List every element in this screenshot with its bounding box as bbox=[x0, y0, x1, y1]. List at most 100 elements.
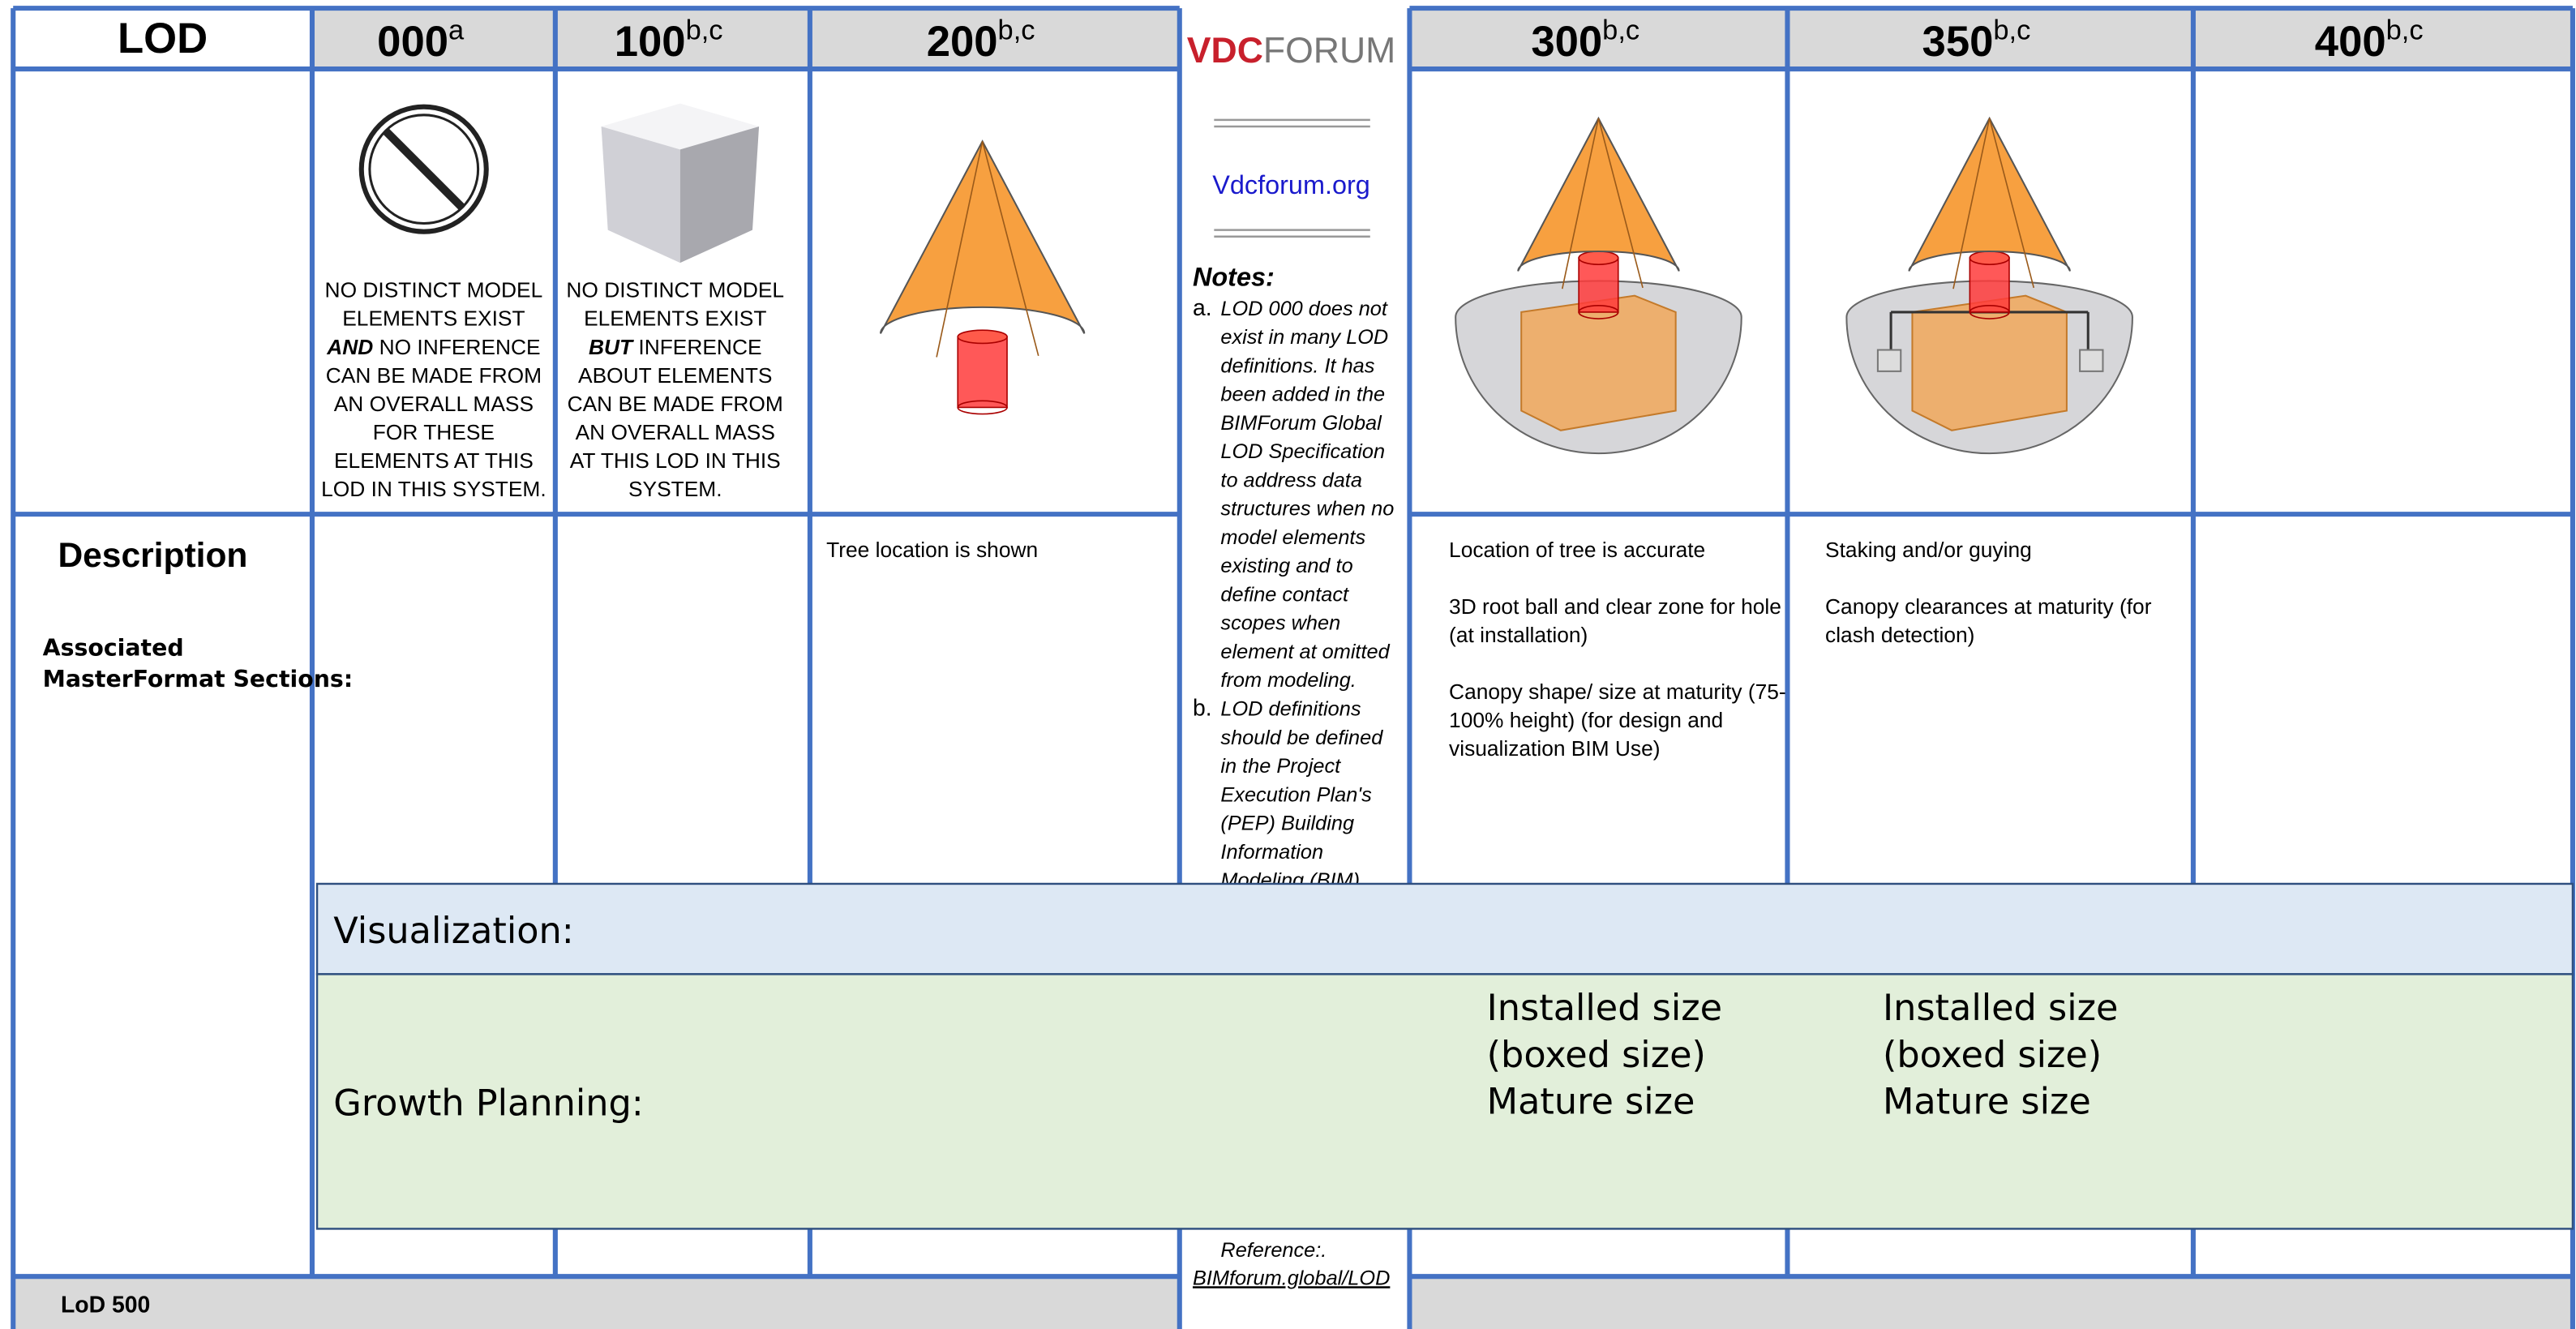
growth-item: Installed size bbox=[1487, 987, 1722, 1029]
reference-link[interactable]: BIMforum.global/LOD bbox=[1193, 1267, 1390, 1289]
note-line: to address data bbox=[1220, 469, 1362, 491]
note-line: from modeling. bbox=[1220, 669, 1356, 692]
root-ball bbox=[1520, 294, 1677, 431]
note-marker: a. bbox=[1193, 295, 1212, 321]
note-line: LOD Specification bbox=[1220, 440, 1385, 463]
description-line: Canopy shape/ size at maturity (75- bbox=[1449, 680, 1786, 704]
note-line: LOD 000 does not bbox=[1220, 298, 1387, 320]
captions: NO DISTINCT MODEL ELEMENTS EXIST AND NO IN… bbox=[321, 278, 784, 501]
description-line: 100% height) (for design and bbox=[1449, 708, 1723, 732]
caption-line: ELEMENTS EXIST bbox=[342, 307, 525, 331]
header-sup: b,c bbox=[1993, 15, 2030, 46]
growth-lists: Installed size (boxed size) Mature size Ins… bbox=[1487, 987, 2119, 1122]
trunk-top bbox=[1578, 251, 1619, 265]
description-label: Description bbox=[58, 536, 247, 575]
description-line: Location of tree is accurate bbox=[1449, 538, 1705, 562]
trunk bbox=[1578, 257, 1619, 313]
trunk-bottom bbox=[1578, 305, 1619, 319]
header-label: 300 bbox=[1531, 18, 1602, 66]
header-sup: b,c bbox=[686, 15, 723, 46]
description-line: visualization BIM Use) bbox=[1449, 736, 1660, 761]
footer-cell bbox=[1409, 1276, 2573, 1329]
caption-emphasis: BUT bbox=[589, 335, 634, 359]
reference: Reference:. bbox=[1220, 1239, 1327, 1262]
header-label: 000 bbox=[377, 18, 448, 66]
description-line: clash detection) bbox=[1825, 623, 1974, 647]
description-line: 3D root ball and clear zone for hole bbox=[1449, 594, 1781, 619]
caption-emphasis: AND bbox=[326, 335, 373, 359]
caption-line: AT THIS LOD IN THIS bbox=[570, 448, 781, 473]
lod-header: LOD bbox=[118, 15, 208, 62]
caption-line: AN OVERALL MASS bbox=[334, 392, 534, 416]
header-label: 350 bbox=[1922, 18, 1994, 66]
canopy-edges bbox=[936, 141, 1039, 358]
column-header: 000a bbox=[377, 15, 465, 66]
caption-line: CAN BE MADE FROM bbox=[326, 363, 542, 388]
note-line: exist in many LOD bbox=[1220, 326, 1388, 349]
column-header: 100b,c bbox=[615, 15, 723, 66]
note-line: define contact bbox=[1220, 584, 1349, 607]
masterformat-label: Associated MasterFormat Sections: bbox=[43, 634, 353, 692]
note-line: BIMForum Global bbox=[1220, 412, 1382, 435]
logo-rules bbox=[1214, 118, 1370, 238]
canopy-edges bbox=[1952, 118, 2035, 289]
header-label: 100 bbox=[615, 18, 686, 66]
trunk-bottom bbox=[1969, 305, 2010, 319]
trunk-top bbox=[1969, 251, 2010, 265]
root-ball bbox=[1911, 294, 2068, 431]
caption-line: ELEMENTS AT THIS bbox=[334, 448, 534, 473]
note-line: scopes when bbox=[1220, 612, 1340, 635]
note-line: Information bbox=[1220, 841, 1323, 864]
description-line: Staking and/or guying bbox=[1825, 538, 2032, 562]
caption-line: ELEMENTS EXIST bbox=[584, 307, 766, 331]
note-line: in the Project bbox=[1220, 755, 1341, 778]
growth-box bbox=[315, 973, 2574, 1230]
caption-line: NO DISTINCT MODEL bbox=[566, 278, 784, 302]
note-line: should be defined bbox=[1220, 727, 1383, 749]
site-link[interactable]: Vdcforum.org bbox=[1212, 170, 1370, 199]
cube bbox=[601, 103, 760, 264]
canopy bbox=[880, 139, 1086, 334]
column-header: 200b,c bbox=[927, 15, 1035, 66]
column-headers: 000a 100b,c 200b,c 300b,c 350b,c 400b,c bbox=[377, 15, 2423, 66]
note-line: (PEP) Building bbox=[1220, 812, 1354, 835]
caption-text: INFERENCE bbox=[632, 335, 761, 359]
trunk-bottom bbox=[957, 400, 1008, 415]
description-line: Canopy clearances at maturity (for bbox=[1825, 594, 2152, 619]
canopy bbox=[1517, 116, 1680, 272]
column-header: 350b,c bbox=[1922, 15, 2031, 66]
no-symbol bbox=[358, 104, 489, 234]
descriptions: Tree location is shown Location of tree i… bbox=[826, 538, 2152, 761]
tree-models bbox=[880, 116, 2133, 455]
table-grid bbox=[11, 6, 2575, 1329]
trunk bbox=[957, 336, 1008, 409]
caption-line: NO DISTINCT MODEL bbox=[325, 278, 543, 302]
note-line: LOD definitions bbox=[1220, 698, 1361, 721]
header-sup: b,c bbox=[2386, 15, 2424, 46]
growth-item: Installed size bbox=[1883, 987, 2118, 1029]
caption-line: LOD IN THIS SYSTEM. bbox=[321, 477, 546, 501]
growth-item: (boxed size) bbox=[1487, 1034, 1706, 1076]
note-line: existing and to bbox=[1220, 555, 1352, 577]
caption-line: BUT INFERENCE bbox=[589, 335, 762, 359]
logo: VDCFORUM bbox=[1187, 31, 1395, 71]
header-cells bbox=[311, 8, 2573, 70]
stake-base bbox=[2079, 349, 2104, 372]
growth-label: Growth Planning: bbox=[333, 1082, 643, 1125]
caption-line: AND NO INFERENCE bbox=[326, 335, 540, 359]
column-header: 300b,c bbox=[1531, 15, 1639, 66]
notes: Notes: a. LOD 000 does not exist in many LO… bbox=[1193, 263, 1394, 892]
caption-line: CAN BE MADE FROM bbox=[568, 392, 783, 416]
visualization-label: Visualization: bbox=[333, 910, 574, 952]
logo-vdc: VDC bbox=[1187, 31, 1263, 71]
header-sup: a bbox=[448, 15, 465, 46]
visualization-box bbox=[315, 882, 2574, 975]
caption-line: SYSTEM. bbox=[628, 477, 722, 501]
header-sup: b,c bbox=[1602, 15, 1639, 46]
note-marker: b. bbox=[1193, 696, 1212, 722]
column-header: 400b,c bbox=[2315, 15, 2424, 66]
note-line: element at omitted bbox=[1220, 641, 1390, 663]
trunk-top bbox=[957, 329, 1008, 345]
notes-title: Notes: bbox=[1193, 263, 1275, 292]
growth-item: (boxed size) bbox=[1883, 1034, 2102, 1076]
